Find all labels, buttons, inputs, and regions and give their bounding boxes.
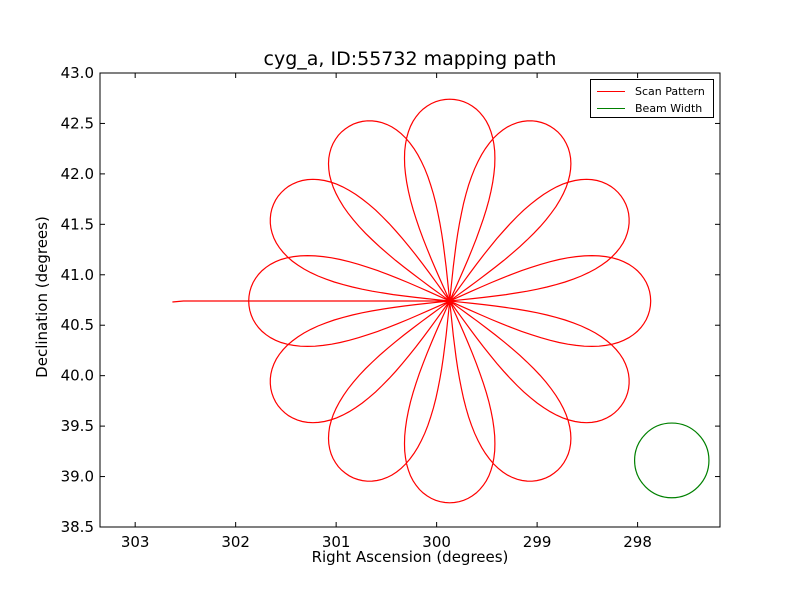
series-beam-width [633, 422, 710, 499]
x-axis-label: Right Ascension (degrees) [311, 548, 509, 566]
legend-label-beam-width: Beam Width [635, 101, 703, 115]
x-tick-label: 298 [623, 533, 652, 551]
series-scan-pattern [172, 98, 652, 504]
plot-frame [99, 72, 721, 528]
y-tick-label: 40.5 [61, 316, 94, 334]
y-tick-label: 42.0 [61, 165, 94, 183]
y-tick-label: 43.0 [61, 64, 94, 82]
x-tick-label: 303 [121, 533, 150, 551]
x-tick-label: 302 [221, 533, 250, 551]
y-tick-label: 41.0 [61, 266, 94, 284]
legend-item-scan-pattern: Scan Pattern [597, 84, 705, 98]
y-axis-label: Declination (degrees) [33, 216, 51, 378]
x-tick-label: 301 [322, 533, 351, 551]
x-tick-label: 300 [422, 533, 451, 551]
plot-area [100, 73, 720, 527]
legend: Scan Pattern Beam Width [590, 79, 714, 118]
x-tick-label: 299 [523, 533, 552, 551]
y-tick-label: 41.5 [61, 215, 94, 233]
legend-swatch-scan-pattern [597, 90, 625, 92]
legend-label-scan-pattern: Scan Pattern [635, 84, 705, 98]
y-tick-label: 39.0 [61, 468, 94, 486]
chart-title: cyg_a, ID:55732 mapping path [263, 48, 557, 70]
y-tick-label: 39.5 [61, 417, 94, 435]
y-tick-label: 38.5 [61, 518, 94, 536]
y-tick-label: 42.5 [61, 114, 94, 132]
y-tick-label: 40.0 [61, 367, 94, 385]
legend-swatch-beam-width [597, 107, 625, 109]
legend-item-beam-width: Beam Width [597, 101, 702, 115]
